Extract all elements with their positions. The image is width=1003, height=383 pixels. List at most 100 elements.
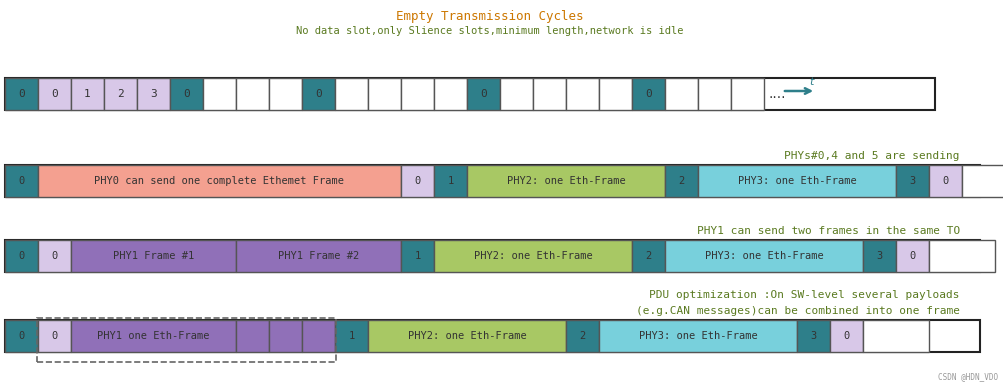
Text: 0: 0 — [51, 251, 57, 261]
Bar — [38, 320, 71, 352]
Bar — [71, 78, 104, 110]
Text: 2: 2 — [645, 251, 651, 261]
Bar — [895, 165, 928, 197]
Bar — [664, 78, 697, 110]
Bar — [368, 320, 566, 352]
Text: 3: 3 — [150, 89, 156, 99]
Bar — [697, 165, 895, 197]
Bar — [38, 165, 400, 197]
Text: PHY2: one Eth-Frame: PHY2: one Eth-Frame — [507, 176, 625, 186]
Bar — [928, 165, 961, 197]
Bar — [664, 240, 863, 272]
Text: 0: 0 — [942, 176, 948, 186]
Text: PHY1 can send two frames in the same TO: PHY1 can send two frames in the same TO — [696, 226, 959, 236]
Bar — [5, 320, 979, 352]
Text: 2: 2 — [117, 89, 123, 99]
Bar — [895, 240, 928, 272]
Text: PHY0 can send one complete Ethemet Frame: PHY0 can send one complete Ethemet Frame — [94, 176, 344, 186]
Text: No data slot,only Slience slots,minimum length,network is idle: No data slot,only Slience slots,minimum … — [296, 26, 683, 36]
Bar — [335, 320, 368, 352]
Bar — [928, 240, 994, 272]
Text: PHY3: one Eth-Frame: PHY3: one Eth-Frame — [638, 331, 756, 341]
Text: CSDN @HDN_VDO: CSDN @HDN_VDO — [937, 372, 997, 381]
Bar — [400, 78, 433, 110]
Text: PHYs#0,4 and 5 are sending: PHYs#0,4 and 5 are sending — [783, 151, 959, 161]
Bar — [5, 165, 979, 197]
Text: PHY1 Frame #2: PHY1 Frame #2 — [278, 251, 359, 261]
Text: 1: 1 — [447, 176, 453, 186]
Text: 3: 3 — [876, 251, 882, 261]
Bar — [400, 165, 433, 197]
Bar — [697, 78, 730, 110]
Text: 3: 3 — [909, 176, 915, 186]
Bar — [566, 320, 599, 352]
Text: 0: 0 — [51, 331, 57, 341]
Bar — [466, 78, 499, 110]
Text: 0: 0 — [18, 89, 25, 99]
Text: PHY1 Frame #1: PHY1 Frame #1 — [112, 251, 194, 261]
Text: PHY3: one Eth-Frame: PHY3: one Eth-Frame — [737, 176, 856, 186]
Bar — [368, 78, 400, 110]
Text: 3: 3 — [809, 331, 815, 341]
Text: 0: 0 — [843, 331, 849, 341]
Bar — [631, 78, 664, 110]
Text: 0: 0 — [479, 89, 486, 99]
Bar — [71, 240, 236, 272]
Bar — [796, 320, 829, 352]
Bar — [400, 240, 433, 272]
Text: 0: 0 — [414, 176, 420, 186]
Text: ....: .... — [768, 87, 785, 101]
Text: PHY3: one Eth-Frame: PHY3: one Eth-Frame — [704, 251, 822, 261]
Bar — [38, 78, 71, 110]
Bar — [566, 78, 599, 110]
Text: 1: 1 — [348, 331, 354, 341]
Bar — [5, 78, 38, 110]
Text: 1: 1 — [84, 89, 91, 99]
Bar — [5, 240, 38, 272]
Text: PHY1 one Eth-Frame: PHY1 one Eth-Frame — [97, 331, 210, 341]
Bar — [236, 240, 400, 272]
Text: 0: 0 — [18, 176, 25, 186]
Text: PHY2: one Eth-Frame: PHY2: one Eth-Frame — [407, 331, 526, 341]
Bar — [302, 320, 335, 352]
Bar — [136, 78, 170, 110]
Text: 2: 2 — [678, 176, 684, 186]
Text: 0: 0 — [51, 89, 58, 99]
Bar — [302, 78, 335, 110]
Text: Empty Transmission Cycles: Empty Transmission Cycles — [396, 10, 583, 23]
Bar — [71, 320, 236, 352]
Bar — [599, 78, 631, 110]
Text: 0: 0 — [18, 251, 25, 261]
Bar — [5, 78, 934, 110]
Bar — [961, 165, 1003, 197]
Bar — [863, 320, 928, 352]
Text: 0: 0 — [18, 331, 25, 341]
Bar — [104, 78, 136, 110]
Bar — [335, 78, 368, 110]
Bar — [5, 240, 979, 272]
Bar — [599, 320, 796, 352]
Text: 2: 2 — [579, 331, 585, 341]
Bar — [5, 165, 38, 197]
Bar — [236, 78, 269, 110]
Text: t: t — [808, 77, 813, 87]
Text: PHY2: one Eth-Frame: PHY2: one Eth-Frame — [473, 251, 592, 261]
Bar — [269, 78, 302, 110]
Text: 1: 1 — [414, 251, 420, 261]
Text: PDU optimization :On SW-level several payloads: PDU optimization :On SW-level several pa… — [649, 290, 959, 300]
Bar — [533, 78, 566, 110]
Bar — [499, 78, 533, 110]
Bar — [863, 240, 895, 272]
Bar — [37, 318, 336, 362]
Bar — [236, 320, 269, 352]
Bar — [433, 78, 466, 110]
Bar — [5, 320, 38, 352]
Text: 0: 0 — [909, 251, 915, 261]
Bar — [466, 165, 664, 197]
Bar — [829, 320, 863, 352]
Bar — [38, 240, 71, 272]
Bar — [433, 240, 631, 272]
Text: 0: 0 — [645, 89, 651, 99]
Bar — [203, 78, 236, 110]
Text: 0: 0 — [315, 89, 322, 99]
